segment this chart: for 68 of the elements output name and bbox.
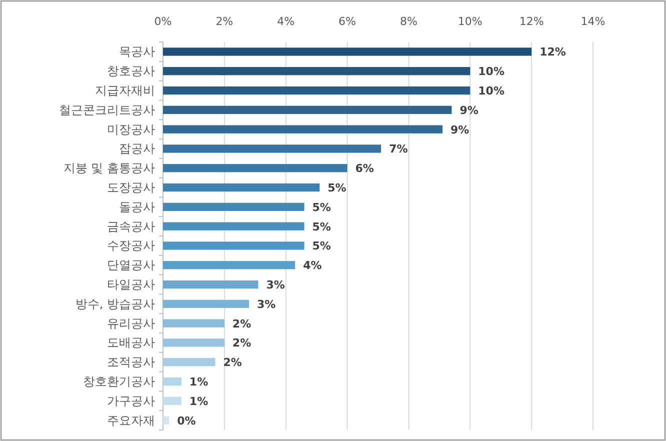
data-label: 5%	[312, 240, 331, 253]
y-tick-label: 창호환기공사	[83, 374, 155, 388]
data-label: 2%	[232, 336, 252, 350]
bar	[163, 106, 452, 114]
y-tick-label: 지붕 및 홈통공사	[63, 161, 155, 176]
y-tick-label: 돌공사	[119, 200, 155, 214]
y-tick-label: 수장공사	[107, 238, 155, 253]
bar	[163, 48, 532, 56]
bar	[163, 222, 304, 230]
y-tick-label: 잡공사	[119, 142, 155, 156]
bar	[163, 280, 258, 289]
data-label: 12%	[540, 46, 566, 59]
bar	[163, 261, 296, 270]
y-tick-label: 도배공사	[107, 336, 155, 350]
data-label: 9%	[450, 123, 470, 136]
bar	[163, 202, 304, 211]
bar	[163, 319, 224, 328]
y-tick-label: 지급자재비	[95, 84, 155, 98]
bar	[163, 144, 382, 153]
bar	[163, 86, 470, 95]
y-tick-label: 미장공사	[107, 122, 155, 136]
x-tick-label: 10%	[458, 15, 482, 28]
y-tick-label: 단열공사	[107, 258, 155, 272]
y-tick-label: 목공사	[119, 44, 155, 59]
data-label: 9%	[460, 104, 478, 117]
data-label: 3%	[257, 298, 276, 311]
data-label: 1%	[189, 376, 208, 388]
x-tick-label: 12%	[519, 15, 544, 28]
y-tick-label: 유리공사	[107, 316, 155, 330]
data-label: 10%	[478, 65, 504, 78]
data-label: 2%	[223, 356, 242, 370]
y-tick-label: 가구공사	[107, 394, 155, 408]
bar	[163, 358, 216, 366]
x-tick-label: 2%	[216, 15, 234, 28]
bar	[163, 338, 224, 347]
bar	[163, 377, 182, 386]
data-label: 4%	[303, 259, 322, 272]
bar	[163, 242, 304, 250]
y-tick-label: 철근콘크리트공사	[59, 102, 155, 117]
x-tick-label: 4%	[277, 15, 295, 28]
x-tick-label: 0%	[154, 15, 172, 28]
data-label: 7%	[389, 142, 408, 156]
data-label: 5%	[328, 182, 346, 194]
y-tick-label: 방수, 방습공사	[75, 296, 155, 311]
data-label: 3%	[266, 278, 285, 292]
bar	[163, 67, 470, 76]
bar	[163, 300, 249, 308]
y-tick-label: 타일공사	[107, 278, 155, 292]
data-label: 6%	[355, 162, 374, 176]
bar	[163, 125, 442, 134]
data-label: 1%	[189, 394, 208, 408]
y-tick-label: 금속공사	[107, 219, 155, 234]
y-tick-label: 조적공사	[107, 355, 155, 370]
x-tick-label: 14%	[580, 15, 606, 28]
x-tick-label: 6%	[338, 15, 356, 28]
y-tick-label: 도장공사	[107, 180, 155, 194]
bar	[163, 183, 320, 192]
data-label: 0%	[177, 414, 196, 428]
y-tick-label: 창호공사	[107, 64, 155, 78]
data-label: 10%	[478, 84, 504, 98]
data-label: 5%	[312, 220, 331, 234]
bar	[163, 164, 348, 172]
data-label: 2%	[232, 317, 252, 330]
data-label: 5%	[312, 200, 331, 214]
bar	[163, 416, 170, 424]
x-tick-label: 8%	[400, 15, 418, 28]
bar	[163, 396, 182, 405]
y-tick-label: 주요자재	[107, 413, 155, 428]
